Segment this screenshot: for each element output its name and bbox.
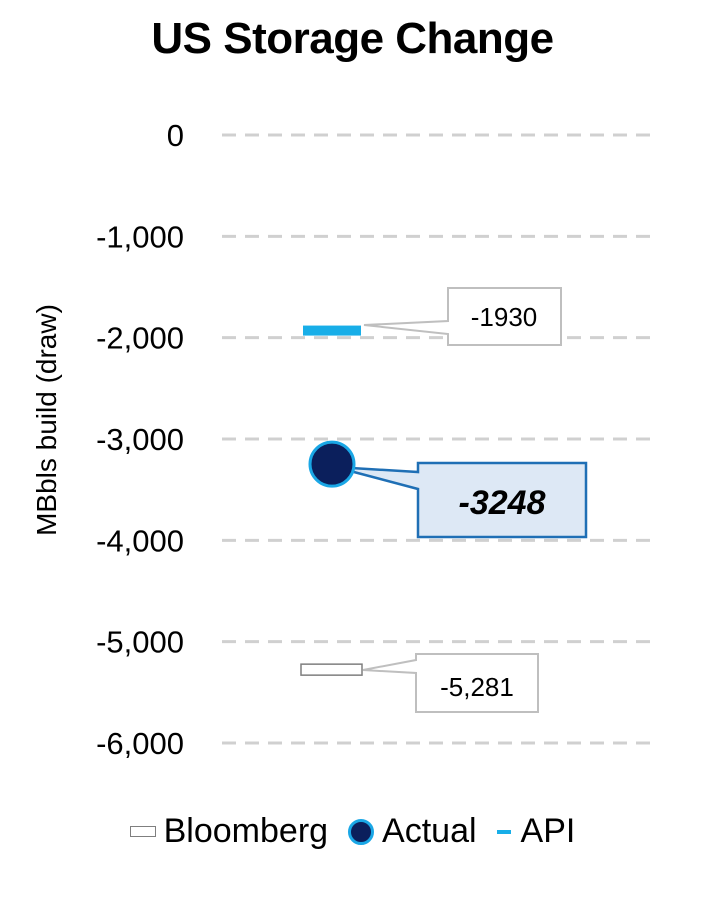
chart-title: US Storage Change: [151, 14, 554, 63]
api-callout: [363, 287, 562, 346]
legend-api-swatch: [496, 829, 511, 834]
bloomberg-data-label: -5,281: [440, 672, 514, 702]
legend-item-api: API: [496, 812, 576, 851]
y-tick-label: -1,000: [96, 219, 184, 254]
y-tick-label: -4,000: [96, 523, 184, 558]
legend-actual-swatch: [348, 818, 375, 845]
legend-actual-label: Actual: [382, 812, 477, 850]
api-data-label: -1930: [471, 302, 538, 332]
y-tick-label: -2,000: [96, 321, 184, 356]
actual-marker: [308, 440, 356, 488]
y-tick-label: -5,000: [96, 625, 184, 660]
bloomberg-callout: [362, 653, 539, 713]
legend: Bloomberg Actual API: [0, 812, 705, 851]
bloomberg-marker: [300, 663, 363, 676]
y-tick-label: -6,000: [96, 726, 184, 761]
actual-data-label: -3248: [459, 484, 546, 522]
actual-callout: [334, 461, 588, 539]
legend-item-actual: Actual: [348, 812, 477, 851]
legend-bloomberg-label: Bloomberg: [163, 812, 329, 850]
legend-item-bloomberg: Bloomberg: [129, 812, 329, 851]
legend-api-label: API: [520, 812, 576, 850]
y-tick-label: 0: [167, 118, 184, 153]
y-tick-label: -3,000: [96, 422, 184, 457]
legend-bloomberg-swatch: [129, 826, 156, 837]
api-marker: [303, 325, 361, 336]
